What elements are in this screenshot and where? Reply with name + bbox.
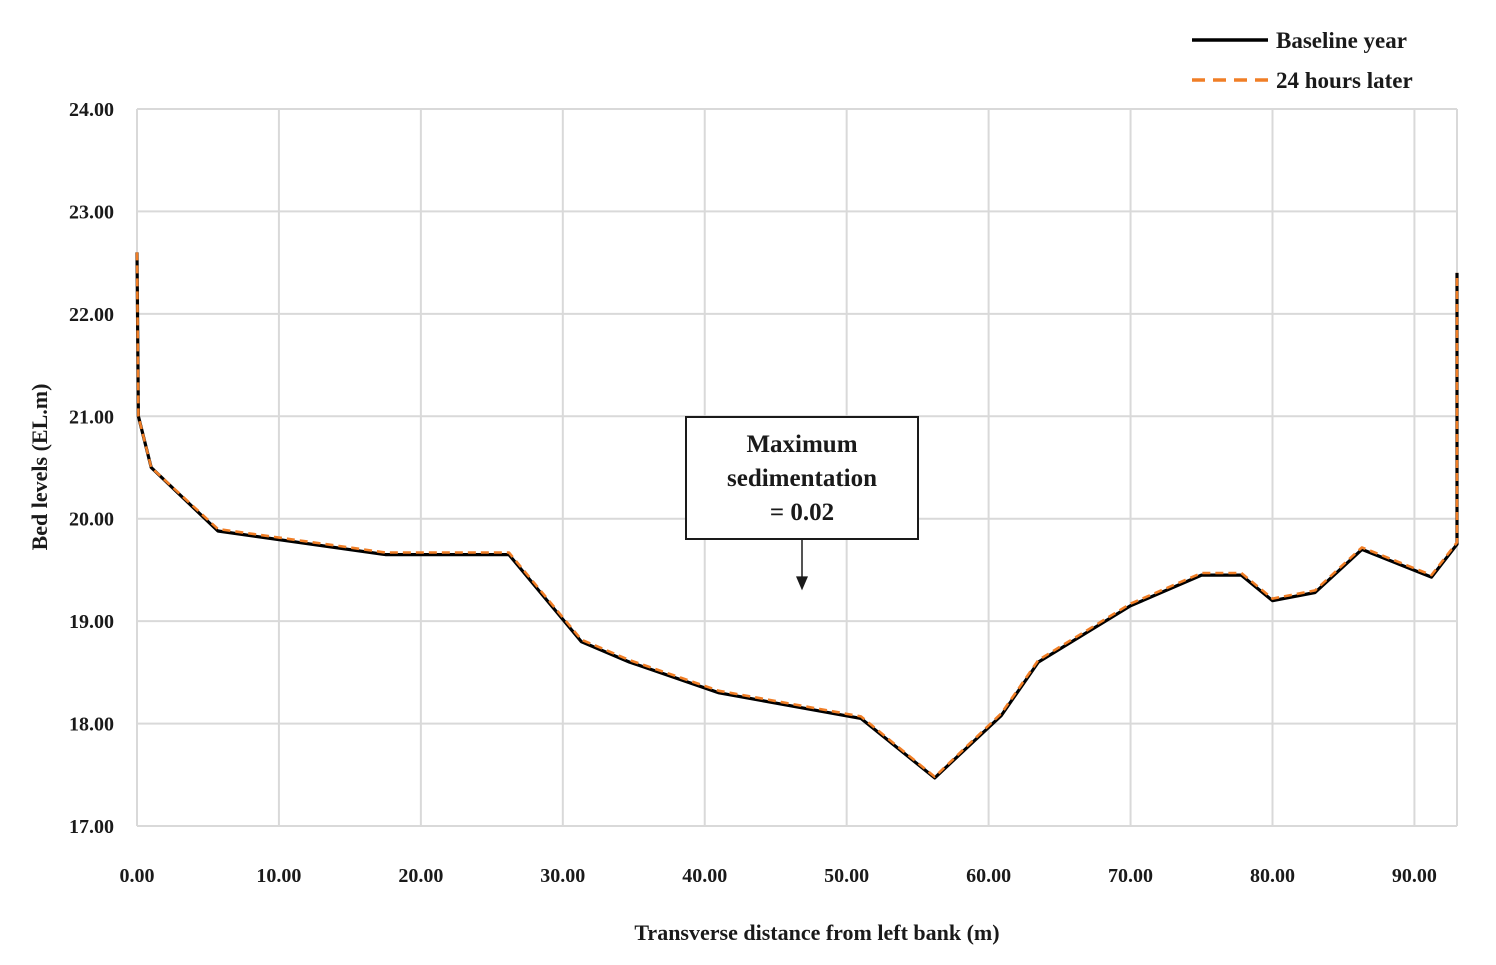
y-axis-title: Bed levels (EL.m)	[27, 384, 52, 551]
x-axis-title: Transverse distance from left bank (m)	[634, 920, 999, 945]
annotation-text: Maximum	[746, 431, 857, 458]
annotation-box	[685, 416, 919, 540]
x-tick-label: 50.00	[824, 865, 869, 887]
y-axis-ticks: 17.00 18.00 19.00 20.00 21.00 22.00 23.00 24.00	[69, 99, 114, 838]
y-tick-label: 24.00	[69, 99, 114, 121]
x-tick-label: 80.00	[1250, 865, 1295, 887]
y-tick-label: 18.00	[69, 714, 114, 736]
x-tick-label: 10.00	[256, 865, 301, 887]
series-layer	[135, 252, 1459, 780]
x-tick-label: 60.00	[966, 865, 1011, 887]
y-tick-label: 22.00	[69, 304, 114, 326]
legend: Baseline year 24 hours later	[1192, 28, 1413, 93]
x-tick-label: 30.00	[540, 865, 585, 887]
x-tick-label: 70.00	[1108, 865, 1153, 887]
x-tick-label: 40.00	[682, 865, 727, 887]
x-tick-label: 0.00	[120, 865, 155, 887]
x-axis-ticks: 0.00 10.00 20.00 30.00 40.00 50.00 60.00 70.00 8…	[120, 865, 1437, 887]
y-tick-label: 20.00	[69, 509, 114, 531]
x-tick-label: 90.00	[1392, 865, 1437, 887]
y-tick-label: 21.00	[69, 406, 114, 428]
annotation-text: = 0.02	[770, 499, 834, 526]
y-tick-label: 17.00	[69, 816, 114, 838]
legend-label: Baseline year	[1276, 28, 1407, 53]
annotation-text: sedimentation	[727, 465, 877, 492]
x-tick-label: 20.00	[398, 865, 443, 887]
y-tick-label: 23.00	[69, 201, 114, 223]
annotation-arrow-head	[796, 576, 808, 591]
legend-label: 24 hours later	[1276, 68, 1413, 93]
series-line-24-hours-later	[135, 252, 1459, 779]
y-tick-label: 19.00	[69, 611, 114, 633]
annotation: Maximum sedimentation = 0.02	[685, 416, 919, 591]
